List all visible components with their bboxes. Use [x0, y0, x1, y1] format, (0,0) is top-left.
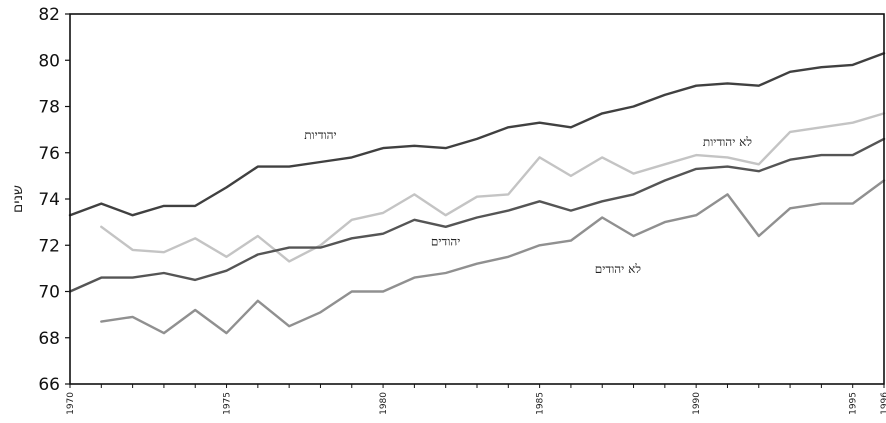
x-tick-label-3: 1985 — [536, 392, 546, 415]
x-tick-label-4: 1990 — [692, 392, 702, 415]
y-tick-label-5: 76 — [38, 144, 60, 164]
series-line-2 — [68, 137, 886, 293]
y-axis-label: שנים — [10, 185, 26, 213]
x-tick-label-6: 1996 — [880, 392, 886, 415]
x-tick-label-1: 1975 — [223, 392, 233, 415]
x-axis-ticks: 1970 1975 1980 1985 1990 1995 1996 — [66, 384, 886, 415]
plot-area-frame — [69, 13, 885, 385]
series-annotation-2: יהודים — [431, 234, 461, 248]
series-annotation-1: לא יהודיות — [703, 135, 752, 149]
series-annotations: יהודיות לא יהודיות יהודים לא יהודים — [304, 128, 752, 276]
y-tick-label-3: 72 — [38, 236, 60, 256]
x-tick-label-2: 1980 — [379, 392, 389, 415]
y-tick-label-4: 74 — [38, 190, 60, 210]
series-lines — [68, 52, 886, 335]
series-line-0 — [68, 52, 886, 217]
y-tick-label-8: 82 — [38, 5, 60, 25]
series-annotation-3: לא יהודים — [595, 262, 641, 276]
series-line-3 — [100, 179, 886, 335]
y-tick-label-2: 70 — [38, 283, 60, 303]
y-tick-label-7: 80 — [38, 51, 60, 71]
series-annotation-0: יהודיות — [304, 128, 336, 142]
y-tick-label-6: 78 — [38, 98, 60, 118]
x-tick-label-0: 1970 — [66, 392, 76, 415]
y-axis-ticks: 66 68 70 72 74 76 78 80 82 — [38, 5, 70, 395]
y-tick-label-0: 66 — [38, 375, 60, 395]
y-tick-label-1: 68 — [38, 329, 60, 349]
x-tick-label-5: 1995 — [849, 392, 859, 415]
series-line-1 — [100, 112, 886, 263]
y-axis-label-group: שנים — [10, 185, 26, 213]
